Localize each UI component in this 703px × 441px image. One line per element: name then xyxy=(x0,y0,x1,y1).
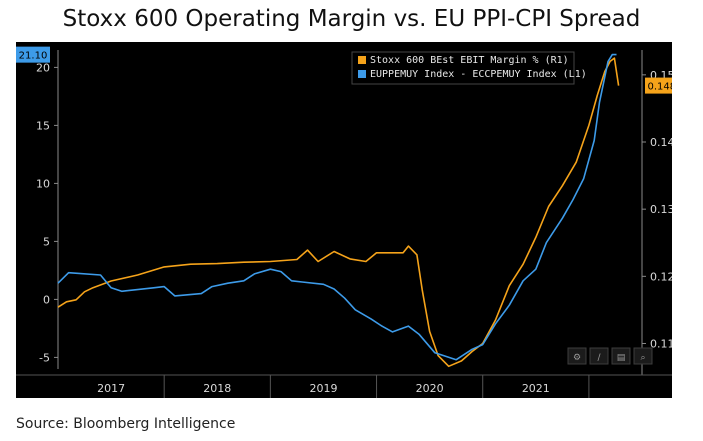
settings-icon[interactable]: ⚙ xyxy=(567,347,587,365)
toolbar-button xyxy=(589,347,609,365)
zoom-icon-glyph: ⌕ xyxy=(640,353,645,363)
last-value-badges: 0.1484 21.10 xyxy=(16,46,673,94)
draw-line-icon[interactable]: ∕ xyxy=(589,347,609,365)
x-tick-label: 2020 xyxy=(416,382,444,395)
chart-title: Stoxx 600 Operating Margin vs. EU PPI-CP… xyxy=(62,6,641,32)
right-tick-label: 0.12 xyxy=(650,270,672,283)
right-value-badge xyxy=(645,77,672,94)
right-axis: 0.110.120.130.140.15 xyxy=(641,50,672,375)
legend-box xyxy=(351,51,575,85)
x-axis: 2017 2018 2019 2020 2021 xyxy=(16,374,672,395)
chart-toolbar: ⚙ ∕ ▤ ⌕ xyxy=(567,347,653,365)
year-dividers xyxy=(163,375,590,398)
left-tick-label: 15 xyxy=(36,119,50,132)
right-tick-label: 0.11 xyxy=(650,337,672,350)
x-tick-label: 2017 xyxy=(97,382,125,395)
draw-line-icon-glyph: ∕ xyxy=(597,353,601,363)
left-tick-label: -5 xyxy=(39,351,50,364)
chart-type-icon-glyph: ▤ xyxy=(617,353,626,363)
legend-entry: EUPPEMUY Index - ECCPEMUY Index (L1) xyxy=(370,69,587,80)
spread-series-line xyxy=(57,53,617,361)
left-tick-label: 20 xyxy=(36,61,50,74)
toolbar-button xyxy=(611,347,631,365)
source-note: Source: Bloomberg Intelligence xyxy=(16,416,236,432)
right-tick-label: 0.13 xyxy=(650,203,672,216)
toolbar-button xyxy=(633,347,653,365)
legend-swatch xyxy=(358,56,366,64)
legend: Stoxx 600 BEst EBIT Margin % (R1) EUPPEMU… xyxy=(351,51,587,85)
right-tick-label: 0.14 xyxy=(650,136,672,149)
chart-area[interactable]: -5 0 5 10 15 20 0.11 0.12 0.13 0.14 0.15 2017 2018… xyxy=(16,42,672,398)
settings-icon-glyph: ⚙ xyxy=(573,353,581,363)
left-tick-label: 5 xyxy=(43,235,50,248)
x-tick-label: 2019 xyxy=(309,382,337,395)
legend-entry: Stoxx 600 BEst EBIT Margin % (R1) xyxy=(370,55,569,66)
left-value-badge xyxy=(16,46,50,63)
chart-type-icon[interactable]: ▤ xyxy=(611,347,631,365)
right-value-badge-label: 0.1484 xyxy=(648,82,673,93)
x-tick-label: 2021 xyxy=(522,382,550,395)
toolbar-button xyxy=(567,347,587,365)
x-tick-label: 2018 xyxy=(203,382,231,395)
zoom-icon[interactable]: ⌕ xyxy=(633,347,653,365)
left-axis: -5 0 5 10 15 20 xyxy=(36,50,59,369)
left-value-badge-label: 21.10 xyxy=(19,51,48,62)
margin-series-line xyxy=(57,57,620,368)
left-tick-label: 0 xyxy=(43,293,50,306)
left-tick-label: 10 xyxy=(36,177,50,190)
series-lines xyxy=(57,53,620,368)
legend-swatch xyxy=(358,70,366,78)
